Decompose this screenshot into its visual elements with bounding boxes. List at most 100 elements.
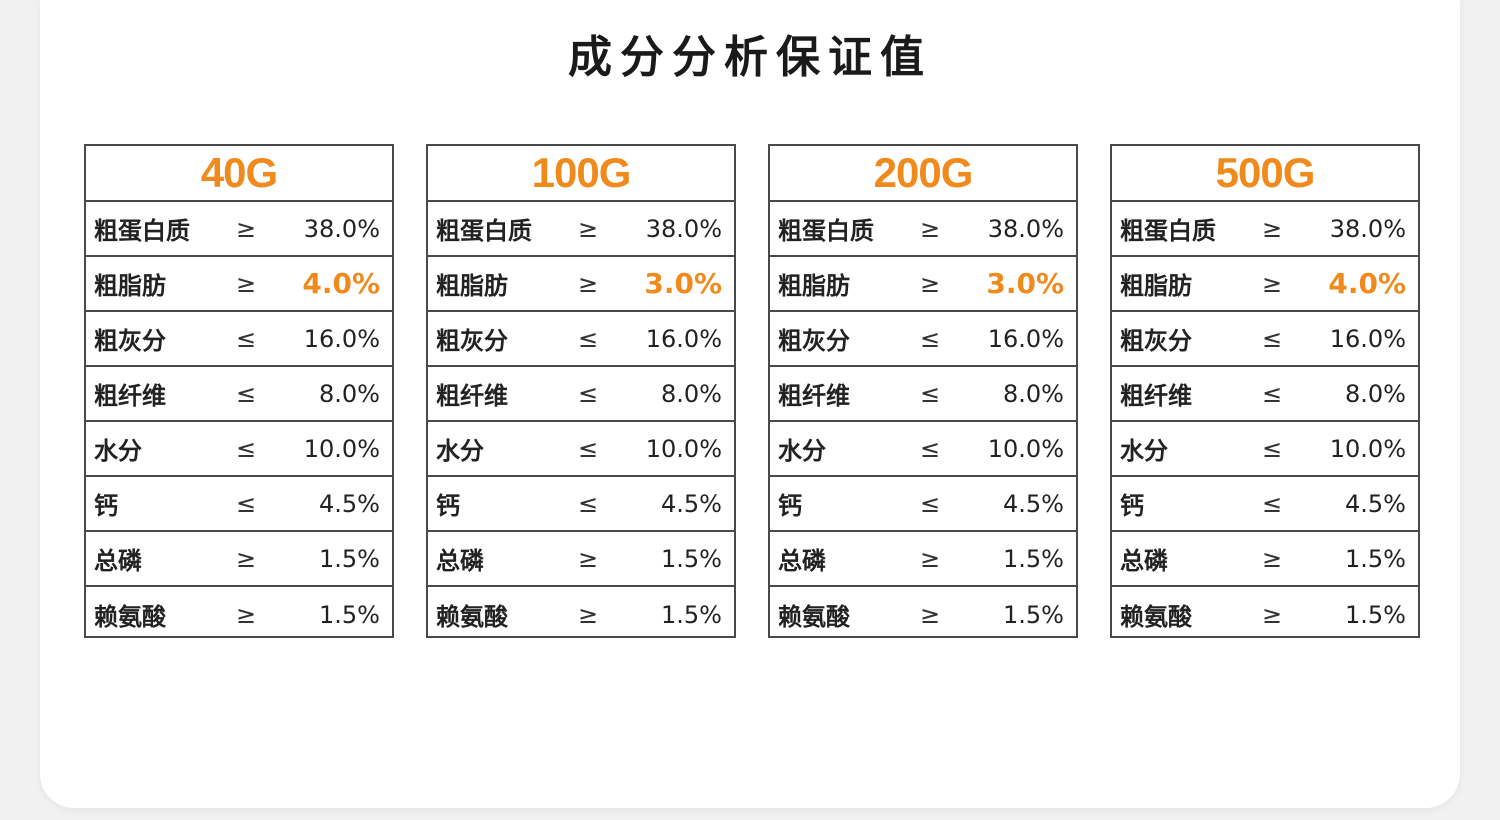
comparison-operator: ≥ bbox=[226, 601, 266, 629]
comparison-operator: ≥ bbox=[910, 601, 950, 629]
table-row: 赖氨酸 ≥1.5% bbox=[86, 587, 392, 642]
comparison-operator: ≥ bbox=[1252, 601, 1292, 629]
spec-table-200g: 200G 粗蛋白质 ≥38.0% 粗脂肪 ≥3.0% 粗灰分 ≤16.0% 粗纤维 ≤8.0%… bbox=[768, 144, 1078, 638]
nutrient-name: 钙 bbox=[94, 486, 226, 521]
comparison-operator: ≤ bbox=[1252, 490, 1292, 518]
nutrient-value: 16.0% bbox=[950, 325, 1064, 353]
comparison-operator: ≤ bbox=[1252, 435, 1292, 463]
comparison-operator: ≥ bbox=[910, 270, 950, 298]
nutrient-value: 1.5% bbox=[950, 545, 1064, 573]
comparison-operator: ≥ bbox=[910, 215, 950, 243]
table-row: 粗蛋白质 ≥38.0% bbox=[1112, 202, 1418, 257]
nutrient-name: 钙 bbox=[1120, 486, 1252, 521]
table-header-size: 40G bbox=[86, 146, 392, 202]
nutrient-value: 4.0% bbox=[266, 267, 380, 300]
table-row: 粗脂肪 ≥4.0% bbox=[1112, 257, 1418, 312]
comparison-operator: ≤ bbox=[226, 380, 266, 408]
nutrient-value: 4.5% bbox=[1292, 490, 1406, 518]
table-row: 粗纤维 ≤8.0% bbox=[770, 367, 1076, 422]
nutrient-value: 10.0% bbox=[950, 435, 1064, 463]
nutrient-name: 粗灰分 bbox=[778, 321, 910, 356]
table-row: 水分 ≤10.0% bbox=[770, 422, 1076, 477]
comparison-operator: ≤ bbox=[568, 380, 608, 408]
table-header-size: 200G bbox=[770, 146, 1076, 202]
table-row: 赖氨酸 ≥1.5% bbox=[770, 587, 1076, 642]
nutrient-value: 8.0% bbox=[266, 380, 380, 408]
nutrient-name: 粗纤维 bbox=[1120, 376, 1252, 411]
table-row: 水分 ≤10.0% bbox=[1112, 422, 1418, 477]
nutrient-value: 10.0% bbox=[608, 435, 722, 463]
nutrient-name: 赖氨酸 bbox=[94, 597, 226, 632]
comparison-operator: ≤ bbox=[910, 325, 950, 353]
nutrient-value: 1.5% bbox=[608, 601, 722, 629]
table-row: 粗灰分 ≤16.0% bbox=[1112, 312, 1418, 367]
comparison-operator: ≥ bbox=[226, 270, 266, 298]
table-row: 赖氨酸 ≥1.5% bbox=[428, 587, 734, 642]
table-row: 粗蛋白质 ≥38.0% bbox=[86, 202, 392, 257]
nutrient-name: 粗脂肪 bbox=[94, 266, 226, 301]
table-row: 钙 ≤4.5% bbox=[1112, 477, 1418, 532]
nutrient-name: 粗灰分 bbox=[1120, 321, 1252, 356]
comparison-operator: ≤ bbox=[226, 490, 266, 518]
nutrient-value: 8.0% bbox=[1292, 380, 1406, 408]
nutrient-value: 16.0% bbox=[608, 325, 722, 353]
nutrient-name: 总磷 bbox=[778, 541, 910, 576]
nutrient-value: 10.0% bbox=[266, 435, 380, 463]
comparison-operator: ≥ bbox=[568, 215, 608, 243]
nutrient-value: 38.0% bbox=[950, 215, 1064, 243]
table-row: 粗纤维 ≤8.0% bbox=[428, 367, 734, 422]
nutrient-value: 4.0% bbox=[1292, 267, 1406, 300]
nutrient-name: 总磷 bbox=[436, 541, 568, 576]
comparison-operator: ≤ bbox=[568, 490, 608, 518]
table-row: 总磷 ≥1.5% bbox=[1112, 532, 1418, 587]
comparison-operator: ≤ bbox=[910, 490, 950, 518]
spec-table-500g: 500G 粗蛋白质 ≥38.0% 粗脂肪 ≥4.0% 粗灰分 ≤16.0% 粗纤维 ≤8.0%… bbox=[1110, 144, 1420, 638]
table-row: 粗灰分 ≤16.0% bbox=[428, 312, 734, 367]
table-row: 钙 ≤4.5% bbox=[770, 477, 1076, 532]
nutrient-value: 16.0% bbox=[1292, 325, 1406, 353]
table-row: 粗纤维 ≤8.0% bbox=[1112, 367, 1418, 422]
nutrient-name: 粗脂肪 bbox=[778, 266, 910, 301]
nutrient-name: 粗纤维 bbox=[94, 376, 226, 411]
table-row: 赖氨酸 ≥1.5% bbox=[1112, 587, 1418, 642]
nutrient-value: 8.0% bbox=[950, 380, 1064, 408]
nutrient-name: 粗蛋白质 bbox=[778, 211, 910, 246]
nutrient-name: 赖氨酸 bbox=[778, 597, 910, 632]
comparison-operator: ≤ bbox=[568, 325, 608, 353]
nutrient-name: 水分 bbox=[1120, 431, 1252, 466]
comparison-operator: ≤ bbox=[1252, 325, 1292, 353]
nutrient-value: 38.0% bbox=[266, 215, 380, 243]
table-row: 钙 ≤4.5% bbox=[86, 477, 392, 532]
comparison-operator: ≤ bbox=[1252, 380, 1292, 408]
nutrient-name: 粗脂肪 bbox=[436, 266, 568, 301]
nutrient-name: 钙 bbox=[778, 486, 910, 521]
table-row: 粗灰分 ≤16.0% bbox=[86, 312, 392, 367]
spec-table-100g: 100G 粗蛋白质 ≥38.0% 粗脂肪 ≥3.0% 粗灰分 ≤16.0% 粗纤维 ≤8.0%… bbox=[426, 144, 736, 638]
comparison-operator: ≥ bbox=[910, 545, 950, 573]
table-row: 总磷 ≥1.5% bbox=[770, 532, 1076, 587]
comparison-operator: ≤ bbox=[568, 435, 608, 463]
nutrient-value: 4.5% bbox=[608, 490, 722, 518]
table-header-size: 500G bbox=[1112, 146, 1418, 202]
nutrient-value: 4.5% bbox=[266, 490, 380, 518]
nutrient-value: 1.5% bbox=[1292, 601, 1406, 629]
nutrient-name: 粗脂肪 bbox=[1120, 266, 1252, 301]
table-row: 粗脂肪 ≥4.0% bbox=[86, 257, 392, 312]
nutrient-name: 水分 bbox=[778, 431, 910, 466]
comparison-operator: ≥ bbox=[568, 270, 608, 298]
nutrient-name: 赖氨酸 bbox=[436, 597, 568, 632]
nutrient-name: 粗蛋白质 bbox=[436, 211, 568, 246]
nutrient-value: 4.5% bbox=[950, 490, 1064, 518]
nutrient-value: 16.0% bbox=[266, 325, 380, 353]
nutrient-name: 粗纤维 bbox=[436, 376, 568, 411]
comparison-operator: ≥ bbox=[568, 545, 608, 573]
table-row: 钙 ≤4.5% bbox=[428, 477, 734, 532]
nutrient-name: 粗灰分 bbox=[94, 321, 226, 356]
comparison-operator: ≤ bbox=[226, 435, 266, 463]
nutrient-value: 1.5% bbox=[950, 601, 1064, 629]
nutrient-name: 总磷 bbox=[94, 541, 226, 576]
table-row: 粗纤维 ≤8.0% bbox=[86, 367, 392, 422]
nutrient-value: 1.5% bbox=[266, 601, 380, 629]
table-row: 粗蛋白质 ≥38.0% bbox=[770, 202, 1076, 257]
table-row: 粗灰分 ≤16.0% bbox=[770, 312, 1076, 367]
